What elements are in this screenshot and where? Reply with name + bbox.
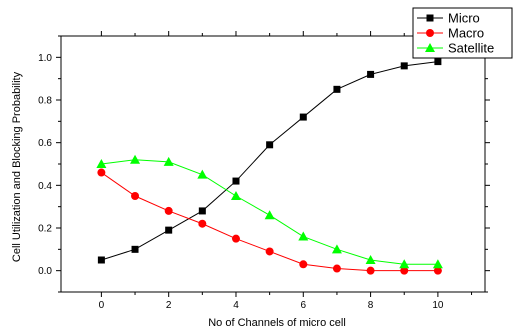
x-tick-label: 8 bbox=[368, 300, 374, 311]
x-tick-label: 6 bbox=[301, 300, 307, 311]
data-point-macro bbox=[400, 266, 409, 275]
y-tick-label: 1.0 bbox=[38, 53, 52, 64]
x-tick-label: 10 bbox=[432, 300, 444, 311]
y-tick-label: 0.4 bbox=[38, 181, 52, 192]
data-point-micro bbox=[333, 85, 341, 93]
data-point-satellite bbox=[130, 154, 141, 164]
series-satellite bbox=[96, 154, 443, 269]
data-point-macro bbox=[231, 234, 240, 243]
data-point-micro bbox=[400, 62, 408, 70]
data-point-satellite bbox=[365, 255, 376, 264]
y-tick-label: 0.0 bbox=[38, 266, 52, 277]
data-point-satellite bbox=[331, 244, 342, 254]
data-point-macro bbox=[131, 192, 140, 200]
data-point-micro bbox=[198, 207, 206, 215]
series-line-macro bbox=[101, 172, 438, 272]
data-point-micro bbox=[434, 58, 442, 66]
data-point-satellite bbox=[298, 231, 309, 241]
legend-marker-satellite bbox=[425, 43, 435, 52]
data-point-micro bbox=[266, 141, 274, 149]
x-tick-label: 4 bbox=[233, 300, 239, 311]
x-tick-label: 2 bbox=[166, 300, 172, 311]
data-point-macro bbox=[332, 264, 341, 273]
data-point-micro bbox=[299, 113, 307, 121]
data-point-micro bbox=[131, 245, 139, 253]
data-point-satellite bbox=[197, 169, 208, 179]
data-point-micro bbox=[367, 70, 375, 78]
data-point-micro bbox=[97, 256, 105, 264]
data-point-macro bbox=[97, 168, 106, 177]
data-point-micro bbox=[165, 226, 173, 234]
data-point-macro bbox=[198, 219, 207, 228]
legend-marker-micro bbox=[426, 14, 434, 22]
legend-label-macro: Macro bbox=[448, 26, 484, 41]
data-point-micro bbox=[232, 177, 240, 185]
y-tick-label: 0.8 bbox=[38, 96, 52, 107]
data-point-satellite bbox=[230, 191, 241, 200]
y-axis-title: Cell Utilization and Blocking Probabilit… bbox=[11, 71, 23, 262]
data-point-macro bbox=[299, 260, 308, 269]
y-tick-label: 0.6 bbox=[38, 138, 52, 149]
series-micro bbox=[97, 58, 442, 264]
x-axis-title: No of Channels of micro cell bbox=[208, 317, 346, 329]
data-point-macro bbox=[164, 206, 173, 215]
data-point-satellite bbox=[432, 259, 443, 269]
data-point-satellite bbox=[96, 159, 107, 168]
data-point-satellite bbox=[399, 259, 410, 269]
data-point-satellite bbox=[163, 156, 174, 166]
y-tick-label: 0.2 bbox=[38, 224, 52, 235]
legend-marker-macro bbox=[426, 29, 434, 37]
x-tick-label: 0 bbox=[99, 300, 105, 311]
data-point-satellite bbox=[264, 210, 275, 220]
series-macro bbox=[97, 168, 442, 275]
legend-label-satellite: Satellite bbox=[448, 41, 494, 56]
plot-area: 0 2 4 6 8 10 0.0 0.2 0.4 0.6 0.8 1.0 bbox=[38, 31, 490, 311]
data-point-macro bbox=[265, 247, 274, 256]
data-point-macro bbox=[433, 266, 442, 275]
data-point-macro bbox=[366, 266, 375, 275]
legend-label-micro: Micro bbox=[448, 11, 480, 26]
